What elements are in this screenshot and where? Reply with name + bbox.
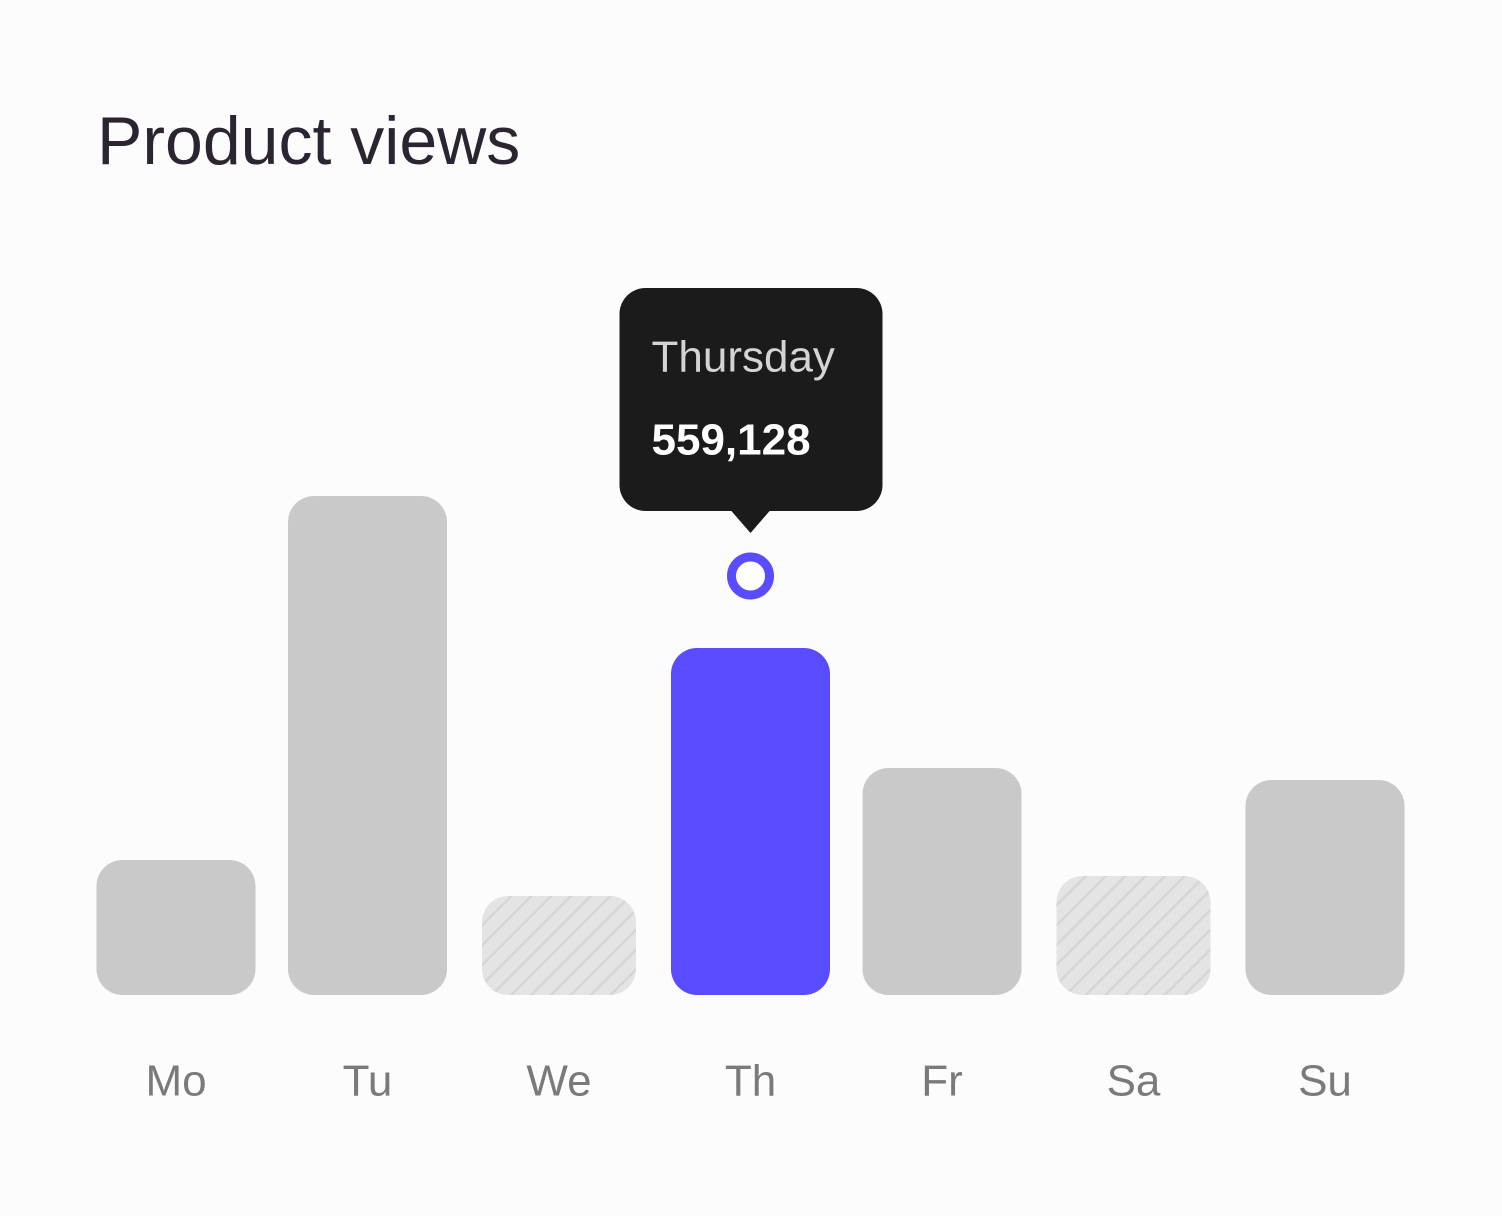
bar bbox=[1056, 876, 1211, 995]
tooltip-arrow bbox=[730, 509, 771, 533]
bar bbox=[96, 860, 256, 995]
tooltip-title: Thursday bbox=[652, 333, 835, 382]
bar bbox=[288, 496, 447, 995]
x-tick-label: Sa bbox=[1107, 1057, 1161, 1106]
x-tick-label: Su bbox=[1298, 1057, 1352, 1106]
x-tick-label: We bbox=[526, 1057, 591, 1106]
x-tick-label: Th bbox=[725, 1057, 776, 1106]
bar bbox=[1245, 780, 1405, 995]
x-tick-label: Tu bbox=[343, 1057, 393, 1106]
bar bbox=[671, 647, 830, 995]
bar bbox=[482, 896, 636, 995]
x-tick-label: Fr bbox=[921, 1057, 963, 1106]
bar bbox=[862, 767, 1022, 995]
tooltip-box bbox=[619, 287, 883, 511]
tooltip: Thursday 559,128 bbox=[619, 287, 883, 533]
tooltip-value: 559,128 bbox=[652, 416, 811, 465]
hover-point bbox=[727, 552, 774, 600]
x-tick-label: Mo bbox=[145, 1057, 206, 1106]
chart-title: Product views bbox=[97, 103, 520, 179]
